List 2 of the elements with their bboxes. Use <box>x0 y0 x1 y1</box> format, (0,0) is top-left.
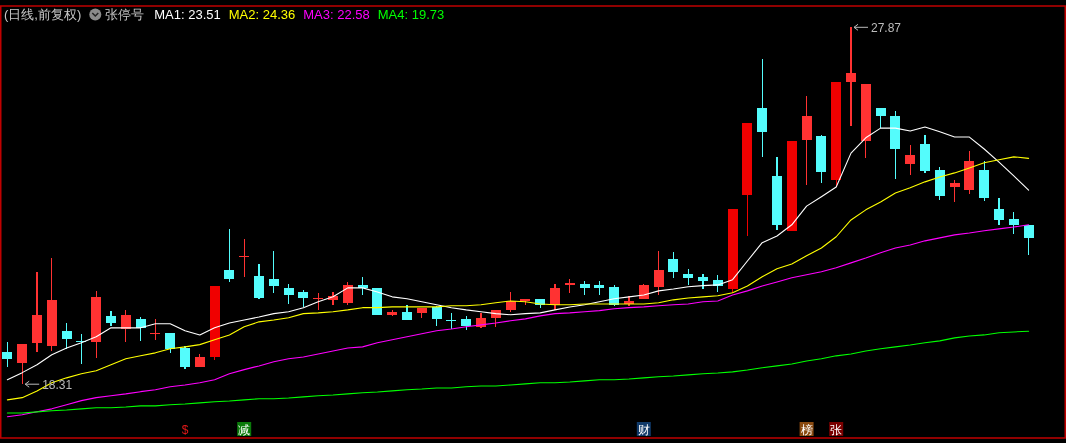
header: (日线,前复权) 张停号 MA1: 23.51 MA2: 24.36 MA3: 22.58 MA4: 19.73 <box>4 7 445 22</box>
chart-subtitle: (日线,前复权) <box>4 7 82 22</box>
